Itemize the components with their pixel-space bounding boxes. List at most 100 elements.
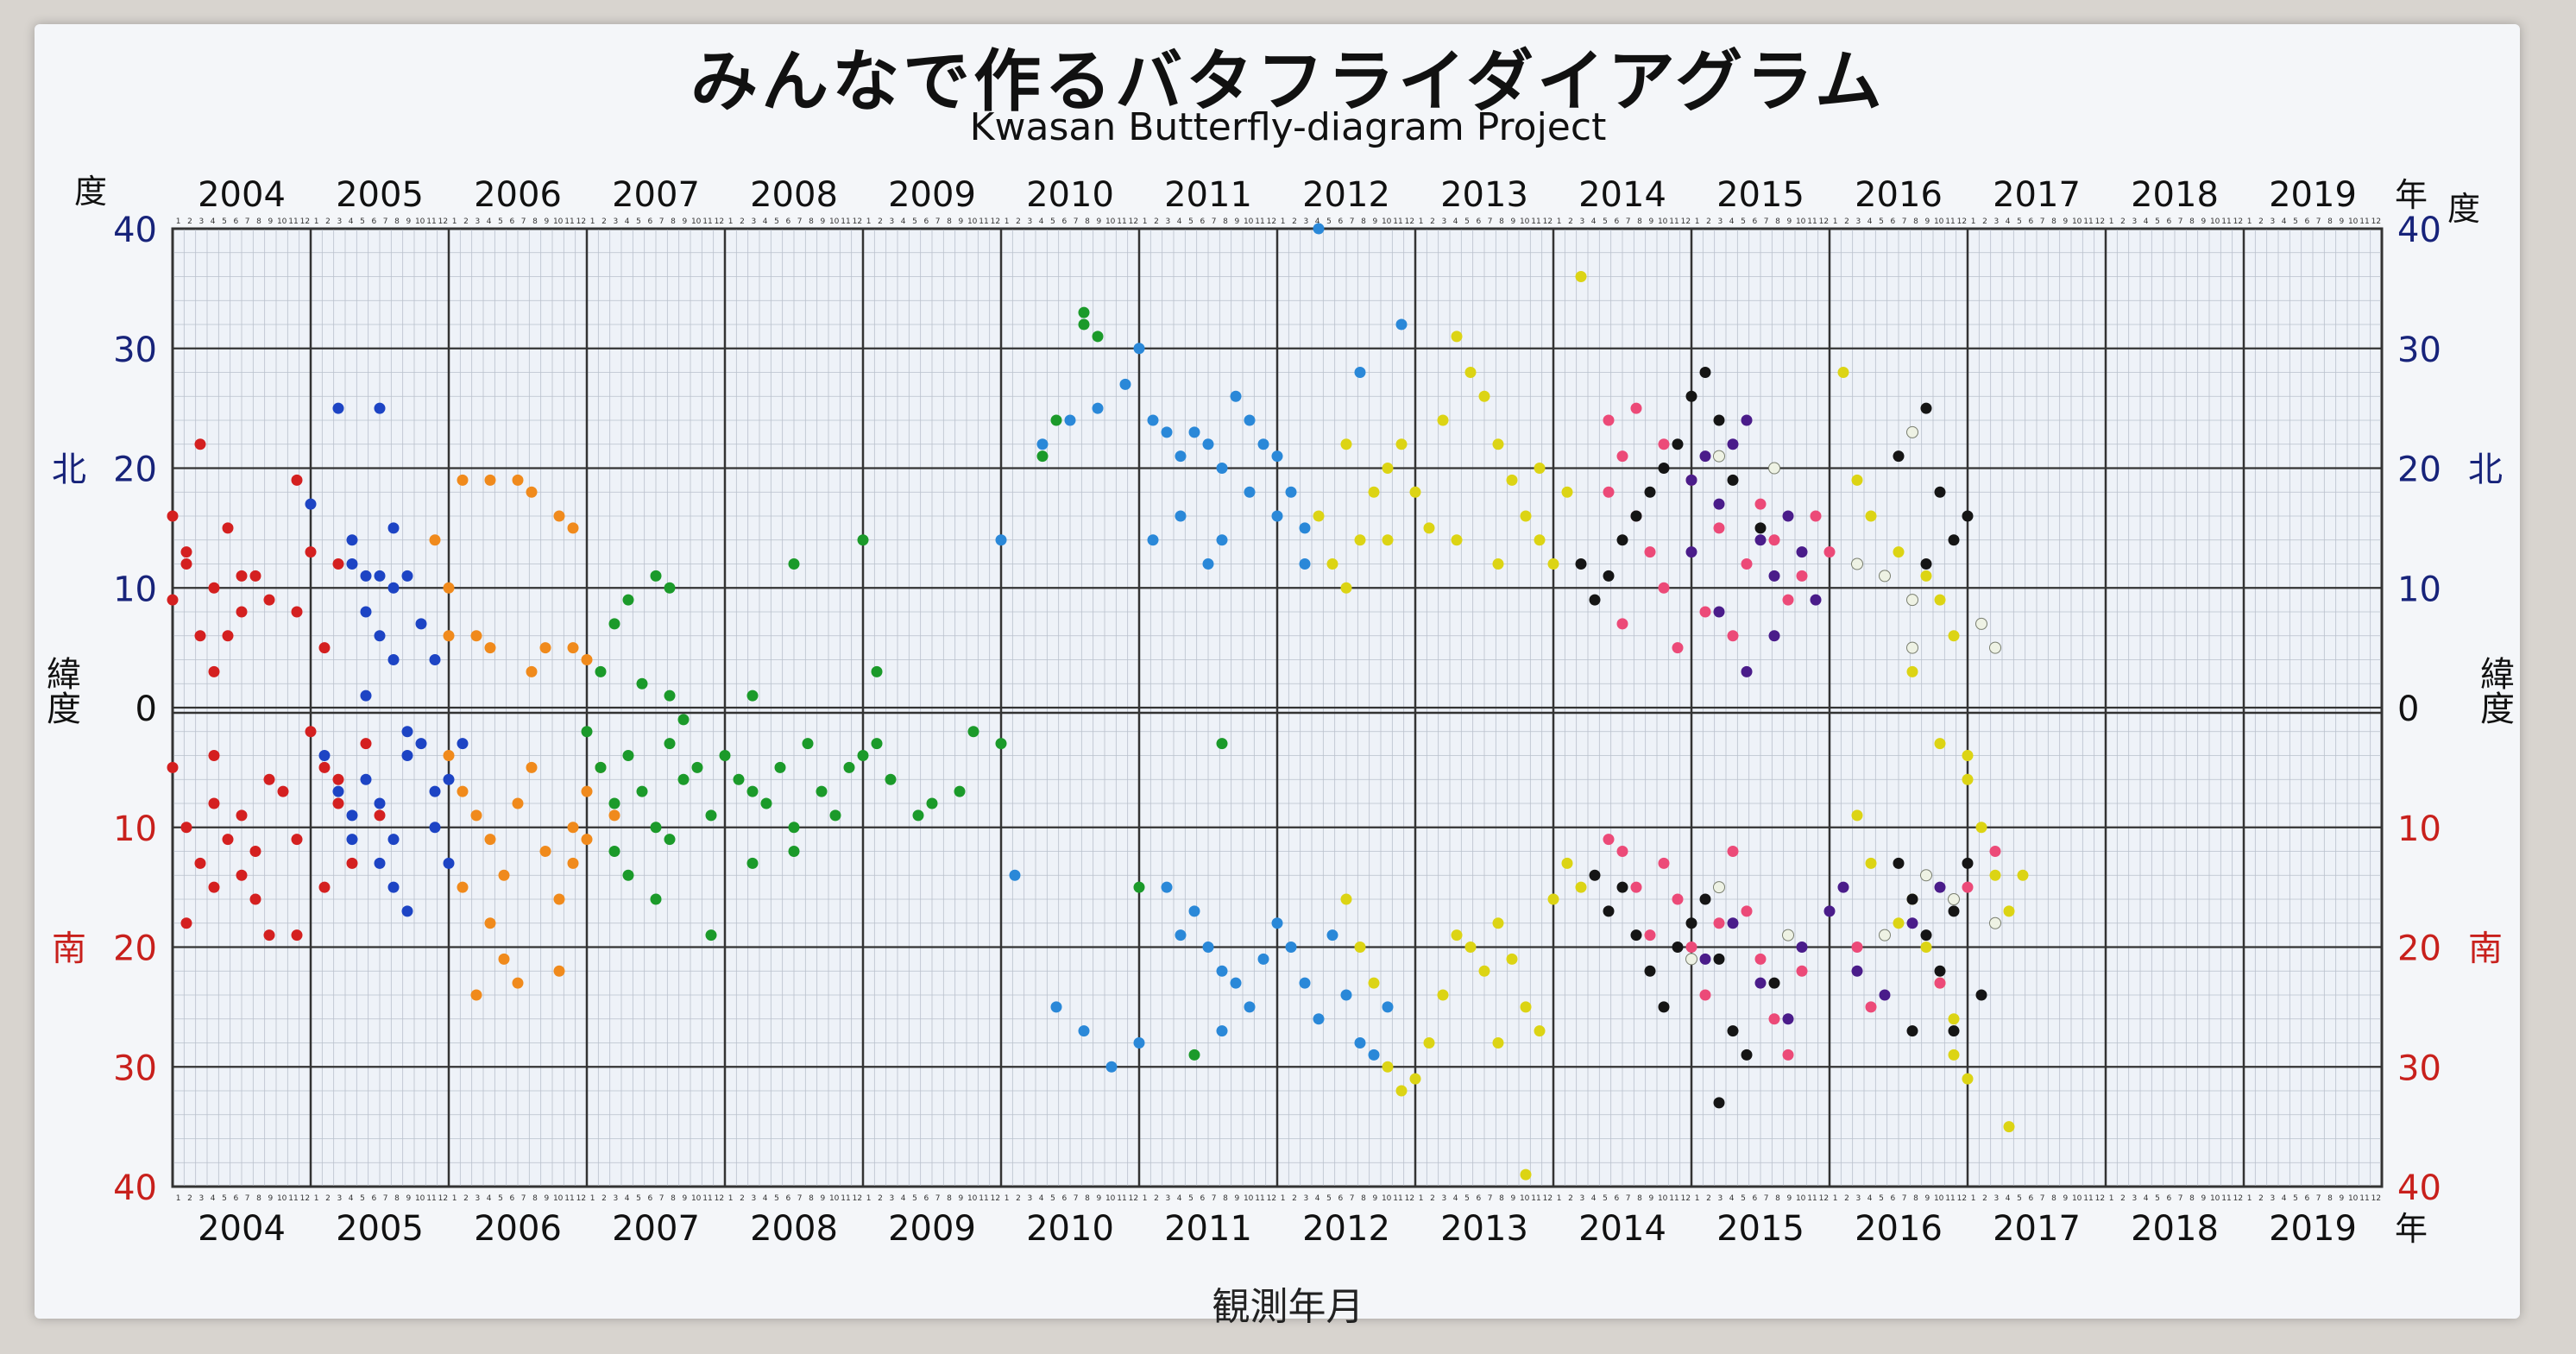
data-point-skyblue [1395, 318, 1408, 331]
month-tick-label-top: 8 [256, 217, 261, 226]
month-tick-label-bottom: 5 [1879, 1194, 1884, 1203]
month-tick-label-bottom: 7 [797, 1194, 803, 1203]
data-point-green [885, 773, 897, 785]
month-tick-label-top: 9 [1510, 217, 1515, 226]
month-tick-label-bottom: 9 [682, 1194, 687, 1203]
data-point-skyblue [1257, 438, 1269, 450]
month-tick-label-bottom: 7 [2040, 1194, 2045, 1203]
data-point-orange [498, 953, 510, 965]
month-tick-label-bottom: 2 [463, 1194, 469, 1203]
data-point-pink [1934, 977, 1946, 989]
month-tick-label-bottom: 3 [1579, 1194, 1584, 1203]
month-tick-label-top: 3 [1855, 217, 1861, 226]
month-tick-label-top: 12 [2233, 217, 2243, 226]
data-point-yellow [1437, 989, 1449, 1001]
month-tick-label-top: 8 [1637, 217, 1642, 226]
month-tick-label-bottom: 5 [1050, 1194, 1055, 1203]
data-point-red [222, 630, 234, 642]
month-tick-label-bottom: 11 [426, 1194, 436, 1203]
month-tick-label-bottom: 1 [1143, 1194, 1148, 1203]
data-point-yellow [1423, 522, 1435, 534]
year-label-top: 2008 [750, 175, 838, 215]
data-point-orange [484, 917, 496, 929]
data-point-pink [1768, 534, 1780, 546]
month-tick-label-top: 1 [866, 217, 872, 226]
data-point-purple [1782, 1013, 1794, 1025]
month-tick-label-top: 8 [947, 217, 952, 226]
month-tick-label-bottom: 8 [394, 1194, 400, 1203]
data-point-red [305, 726, 317, 738]
data-point-yellow [1395, 1085, 1408, 1097]
data-point-pink [1672, 642, 1684, 654]
month-tick-label-top: 10 [1520, 217, 1530, 226]
data-point-yellow [1451, 331, 1463, 343]
month-tick-label-bottom: 3 [1993, 1194, 1999, 1203]
data-point-red [332, 773, 344, 785]
data-point-pink [1810, 510, 1822, 522]
month-tick-label-top: 2 [878, 217, 883, 226]
month-tick-label-top: 7 [1212, 217, 1217, 226]
data-point-skyblue [1244, 1001, 1256, 1013]
data-point-orange [470, 630, 482, 642]
month-tick-label-bottom: 12 [1543, 1194, 1553, 1203]
month-tick-label-bottom: 4 [1867, 1194, 1873, 1203]
data-point-red [318, 761, 331, 773]
month-tick-label-top: 1 [1281, 217, 1286, 226]
month-tick-label-bottom: 12 [2233, 1194, 2243, 1203]
data-point-orange [498, 869, 510, 881]
month-tick-label-bottom: 11 [979, 1194, 988, 1203]
month-tick-label-top: 3 [198, 217, 204, 226]
month-tick-label-bottom: 2 [2120, 1194, 2126, 1203]
month-tick-label-bottom: 4 [625, 1194, 630, 1203]
data-point-yellow [1575, 271, 1587, 282]
month-tick-label-bottom: 7 [521, 1194, 526, 1203]
month-tick-label-top: 5 [1741, 217, 1746, 226]
data-point-skyblue [1175, 929, 1187, 942]
month-tick-label-bottom: 5 [1741, 1194, 1746, 1203]
data-point-yellow [1851, 474, 1863, 486]
data-point-yellow [1837, 367, 1849, 378]
month-tick-label-top: 1 [728, 217, 734, 226]
month-tick-label-top: 12 [1681, 217, 1691, 226]
data-point-skyblue [1202, 558, 1214, 570]
data-point-skyblue [1271, 510, 1283, 522]
data-point-purple [1851, 965, 1863, 977]
data-point-red [180, 558, 192, 570]
data-point-purple [1699, 953, 1711, 965]
data-point-orange [457, 785, 469, 797]
month-tick-label-top: 7 [797, 217, 803, 226]
month-tick-label-bottom: 11 [1255, 1194, 1264, 1203]
data-point-yellow [1561, 857, 1573, 869]
data-point-red [208, 582, 220, 594]
month-tick-label-top: 12 [853, 217, 862, 226]
data-point-yellow [1534, 463, 1546, 474]
month-tick-label-bottom: 4 [1453, 1194, 1458, 1203]
data-point-pink [1741, 558, 1753, 570]
month-tick-label-top: 9 [406, 217, 411, 226]
month-tick-label-top: 6 [371, 217, 376, 226]
month-tick-label-bottom: 10 [967, 1194, 978, 1203]
data-point-yellow [1893, 546, 1905, 558]
data-point-yellow [1962, 773, 1974, 785]
year-label-top: 2010 [1026, 175, 1114, 215]
data-point-purple [1768, 630, 1780, 642]
year-label-top: 2006 [474, 175, 562, 215]
month-tick-label-bottom: 10 [1520, 1194, 1530, 1203]
month-tick-label-top: 6 [1614, 217, 1619, 226]
month-tick-label-top: 1 [2247, 217, 2252, 226]
data-point-pink [1630, 402, 1642, 414]
month-tick-label-top: 4 [1453, 217, 1458, 226]
data-point-green [622, 869, 634, 881]
data-point-black [1893, 450, 1905, 463]
month-tick-label-top: 10 [2348, 217, 2359, 226]
data-point-red [360, 738, 372, 750]
data-point-orange [457, 474, 469, 486]
month-tick-label-bottom: 10 [277, 1194, 287, 1203]
month-tick-label-top: 3 [2132, 217, 2137, 226]
data-point-red [167, 761, 179, 773]
month-tick-label-top: 2 [1844, 217, 1849, 226]
month-tick-label-top: 4 [763, 217, 768, 226]
year-label-bottom: 2008 [750, 1209, 838, 1249]
data-point-yellow [1464, 367, 1477, 378]
data-point-skyblue [1147, 414, 1159, 426]
